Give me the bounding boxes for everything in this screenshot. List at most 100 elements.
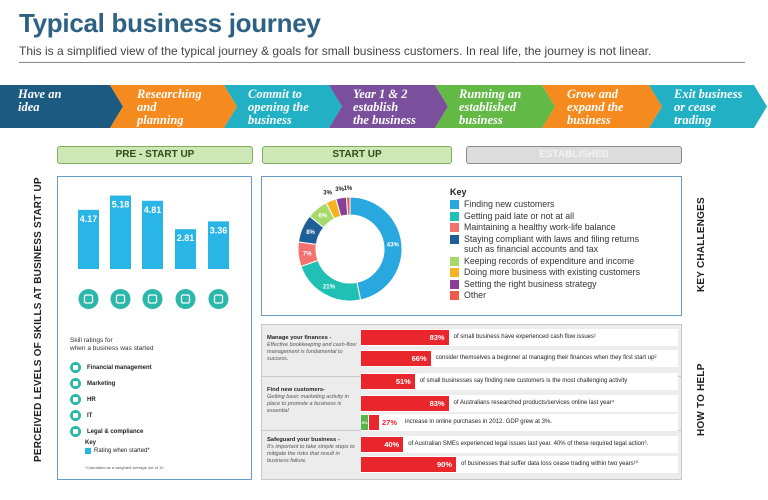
journey-step-running: Running an established business	[459, 87, 522, 127]
legend-item: Maintaining a healthy work-life balance	[450, 222, 680, 233]
it-icon	[175, 289, 196, 309]
donut-label: 21%	[323, 284, 336, 290]
help-stat-row: 66% consider themselves a beginner at man…	[361, 350, 678, 367]
donut-label: 8%	[306, 230, 315, 236]
key-challenges-label: KEY CHALLENGES	[696, 197, 707, 292]
skills-panel: 4.17 5.18 4.81 2.81 3.36 Skill ratings for w…	[57, 176, 252, 480]
legend-swatch	[450, 279, 459, 289]
phase-pre-start-up: PRE - START UP	[57, 146, 253, 164]
key-swatch	[85, 448, 91, 454]
skill-bar-label: 5.18	[112, 200, 130, 210]
skill-bar-label: 2.81	[177, 233, 195, 243]
stat-bar	[369, 415, 379, 430]
legend-item: Getting paid late or not at all	[450, 211, 680, 222]
skills-key-item: Rating when started*	[85, 448, 150, 454]
donut-label: 3%	[323, 190, 332, 196]
stat-text: of small business have experienced cash …	[453, 334, 597, 340]
stat-bar: 66%	[361, 351, 431, 366]
stat-text: increase in online purchases in 2012. GD…	[405, 419, 552, 425]
donut-slice	[349, 196, 403, 301]
help-finances-label: Manage your finances - Effective bookkeep…	[267, 335, 357, 362]
skills-side-label: PERCEIVED LEVELS OF SKILLS AT BUSINESS S…	[33, 177, 44, 462]
skills-key-title: Key	[85, 440, 97, 446]
journey-step-grow: Grow and expand the business	[567, 87, 624, 127]
stat-text: consider themselves a beginner at managi…	[435, 355, 657, 361]
legend-swatch	[450, 291, 459, 300]
help-stat-row: 83% of Australians researched products/se…	[361, 395, 678, 412]
donut-slice	[345, 196, 351, 216]
legend-item: Other	[450, 290, 680, 301]
finance-icon	[70, 362, 81, 373]
stat-text: of small businesses say finding new cust…	[419, 378, 628, 384]
journey-arrow-5	[435, 85, 555, 128]
help-stat-row: 3% 27% increase in online purchases in 201…	[361, 414, 678, 431]
stat-bar: 83%	[361, 330, 449, 345]
skill-bar	[142, 200, 163, 269]
legend-item: Keeping records of expenditure and incom…	[450, 256, 680, 267]
stat-text: of Australians researched products/servi…	[453, 400, 615, 406]
legend-item: Staying compliant with laws and filing r…	[450, 234, 680, 255]
journey-arrow-7	[649, 85, 767, 128]
donut-label: 7%	[303, 251, 312, 257]
journey-arrow-4	[329, 85, 448, 128]
legal-icon	[70, 426, 81, 437]
donut-label: 1%	[344, 186, 353, 192]
skills-bar-chart: 4.17 5.18 4.81 2.81 3.36	[78, 195, 229, 309]
help-panel: Manage your finances - Effective bookkeep…	[261, 324, 682, 480]
challenges-donut-chart: 43%21%7%8%6%3%3% 1%	[297, 186, 403, 302]
journey-arrow-3	[224, 85, 342, 128]
page-subtitle: This is a simplified view of the typical…	[19, 44, 652, 58]
finance-icon	[78, 289, 99, 309]
journey-arrow-6	[542, 85, 662, 128]
skill-item-marketing: Marketing	[70, 377, 115, 390]
journey-arrow-1	[0, 85, 123, 128]
stat-bar-small: 3%	[361, 415, 368, 430]
help-safeguard-label: Safeguard your business - It's important …	[267, 437, 355, 464]
marketing-icon-glyph	[115, 294, 126, 304]
title-divider	[19, 62, 745, 63]
legend-swatch	[450, 211, 459, 221]
challenges-key-title: Key	[450, 187, 467, 197]
donut-label: 43%	[387, 243, 400, 249]
help-stat-row: 40% of Australian SMEs experienced legal …	[361, 436, 678, 453]
stat-text: of businesses that suffer data loss ceas…	[461, 461, 639, 467]
hr-icon-glyph	[147, 294, 158, 304]
finance-icon-glyph	[83, 294, 94, 304]
legend-swatch	[450, 234, 459, 244]
stat-bar: 83%	[361, 396, 449, 411]
journey-step-exit: Exit business or cease trading	[674, 87, 743, 127]
skills-title: Skill ratings for when a business was st…	[70, 337, 154, 352]
legal-icon-glyph	[213, 294, 224, 304]
legend-swatch	[450, 200, 459, 209]
journey-step-commit: Commit to opening the business	[248, 87, 309, 127]
stat-bar: 51%	[361, 374, 415, 389]
page-title: Typical business journey	[19, 8, 321, 38]
journey-step-establish: Year 1 & 2 establish the business	[353, 87, 416, 127]
donut-label: 6%	[319, 214, 328, 220]
stat-bar: 40%	[361, 437, 404, 452]
skill-item-financial: Financial management	[70, 361, 152, 374]
phase-established: ESTABLISHED	[466, 146, 682, 164]
donut-label: 3%	[335, 187, 344, 193]
skill-bar-label: 4.17	[80, 214, 98, 224]
legend-swatch	[450, 268, 459, 277]
stat-bar: 90%	[361, 457, 456, 472]
journey-flow: Have an idea Researching and planning Co…	[0, 85, 768, 128]
help-stat-row: 83% of small business have experienced ca…	[361, 329, 678, 346]
skill-item-hr: HR	[70, 393, 96, 406]
marketing-icon	[70, 378, 81, 389]
journey-arrows	[0, 85, 767, 128]
hr-icon	[70, 394, 81, 405]
journey-step-idea: Have an idea	[18, 87, 62, 114]
how-to-help-label: HOW TO HELP	[696, 363, 707, 436]
skill-bar-label: 4.81	[144, 205, 162, 215]
challenges-legend: Finding new customers Getting paid late …	[450, 199, 680, 302]
skill-bar	[175, 229, 196, 269]
legal-icon	[208, 289, 229, 309]
marketing-icon	[110, 289, 131, 309]
skill-bar	[208, 221, 229, 269]
journey-arrow-2	[110, 85, 237, 128]
legend-item: Setting the right business strategy	[450, 279, 680, 290]
it-icon	[70, 410, 81, 421]
donut-slice	[300, 259, 362, 302]
